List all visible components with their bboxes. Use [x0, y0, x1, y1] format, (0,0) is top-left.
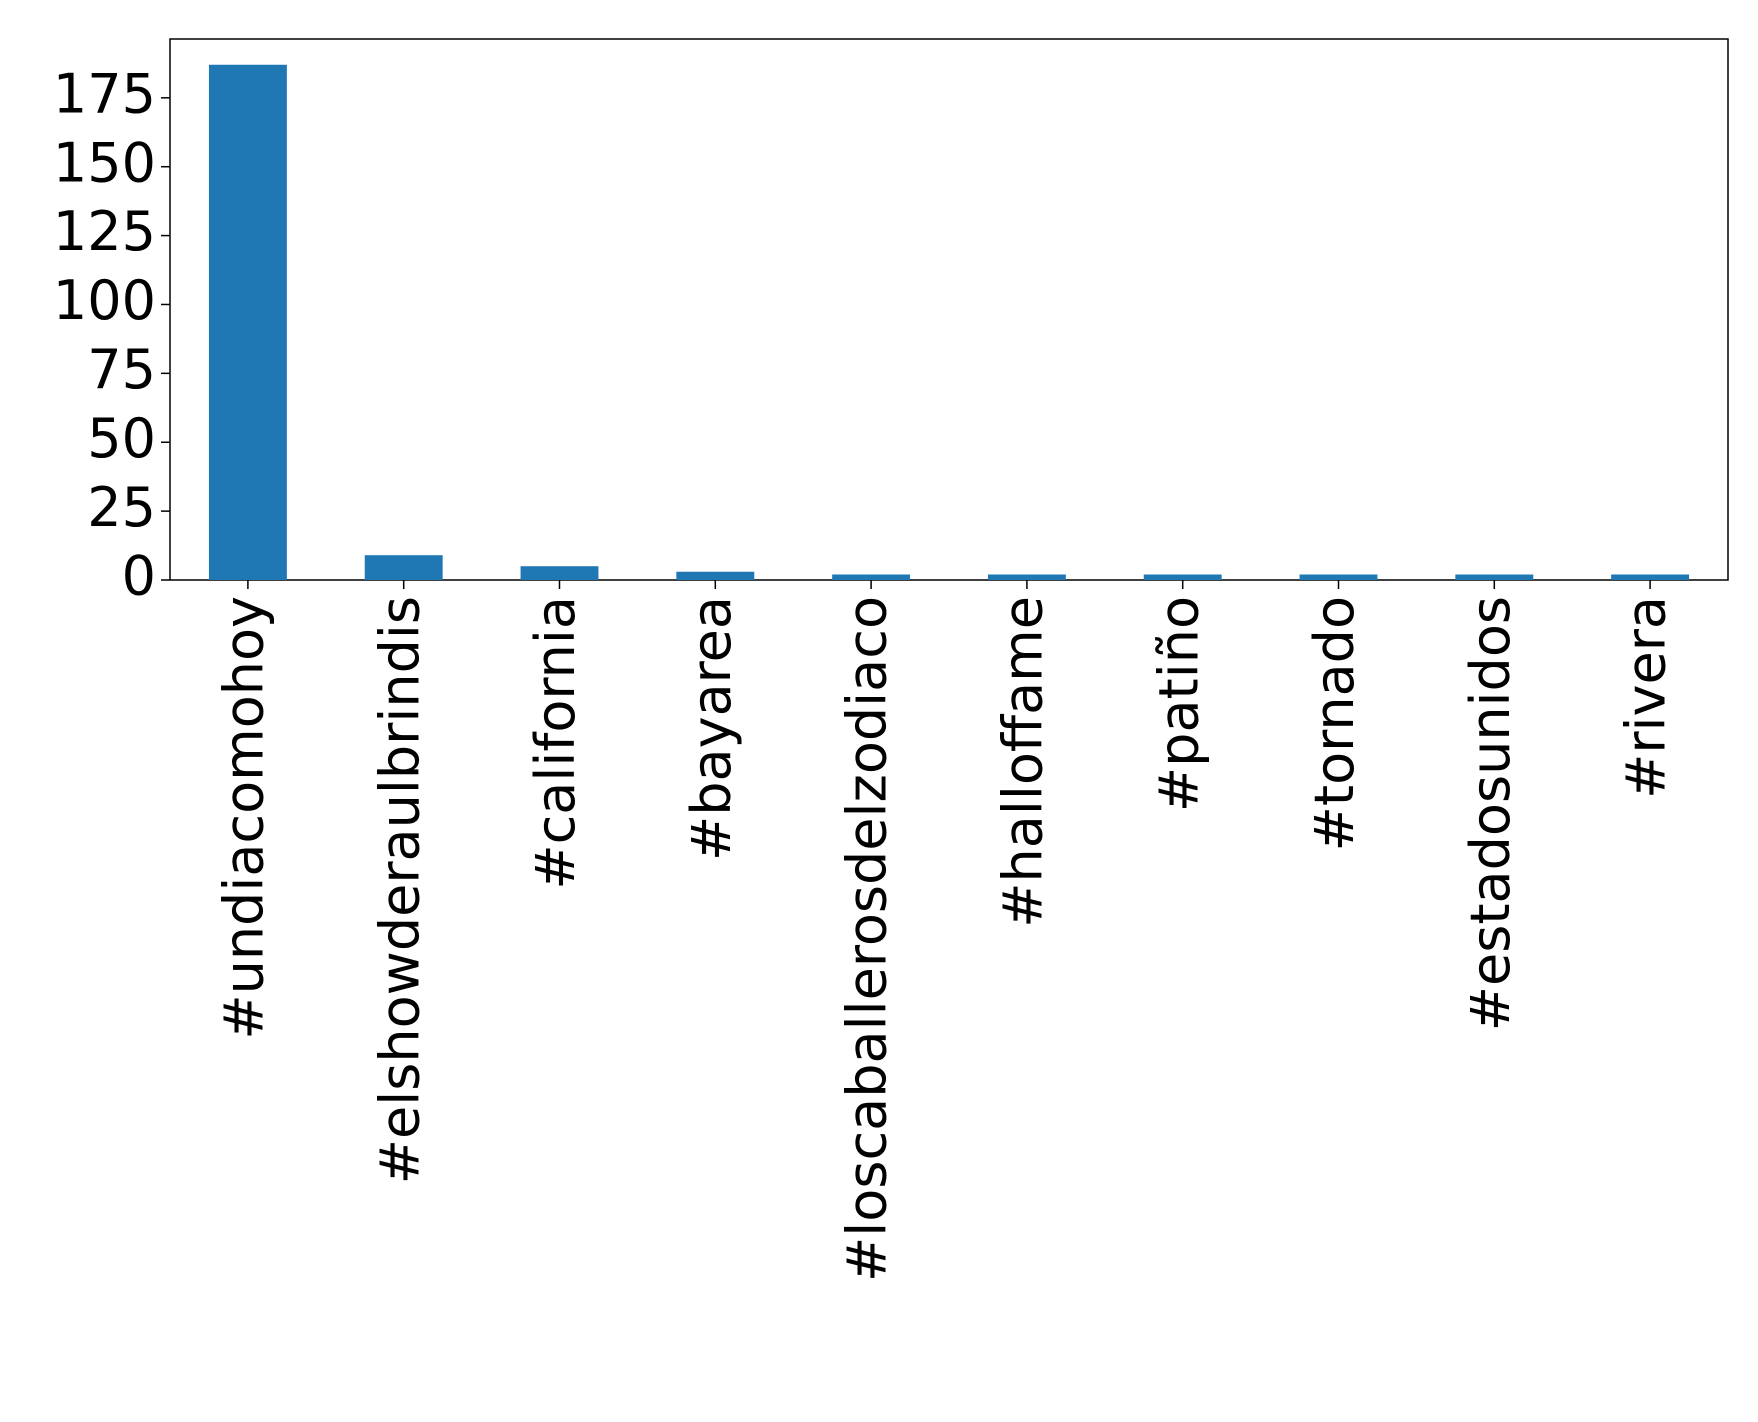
bar: [832, 574, 911, 580]
bar: [364, 555, 443, 580]
x-tick-label: #elshowderaulbrindis: [368, 596, 431, 1184]
bar: [520, 566, 599, 580]
x-tick-label: #halloffame: [992, 596, 1055, 928]
bar: [208, 64, 287, 580]
x-tick-label: #rivera: [1615, 596, 1678, 799]
bar: [987, 574, 1066, 580]
plot-frame: [169, 38, 1729, 581]
y-tick-label: 100: [53, 269, 156, 332]
x-tick-label: #california: [524, 596, 587, 890]
bar: [1611, 574, 1690, 580]
y-tick-label: 150: [53, 131, 156, 194]
bar: [1143, 574, 1222, 580]
y-tick-label: 125: [53, 200, 156, 263]
bar: [1299, 574, 1378, 580]
x-tick-label: #tornado: [1303, 596, 1366, 851]
x-tick-label: #bayarea: [680, 596, 743, 861]
y-tick-label: 75: [87, 338, 156, 401]
y-tick-label: 50: [87, 407, 156, 470]
x-tick-label: #loscaballerosdelzodiaco: [836, 596, 899, 1282]
x-tick-label: #estadosunidos: [1459, 596, 1522, 1031]
y-tick-label: 0: [122, 545, 156, 608]
bar: [676, 571, 755, 580]
x-tick-label: #patiño: [1147, 596, 1210, 812]
x-tick-label: #undiacomohoy: [213, 596, 276, 1040]
y-tick-label: 175: [53, 62, 156, 125]
bar: [1455, 574, 1534, 580]
y-tick-label: 25: [87, 476, 156, 539]
